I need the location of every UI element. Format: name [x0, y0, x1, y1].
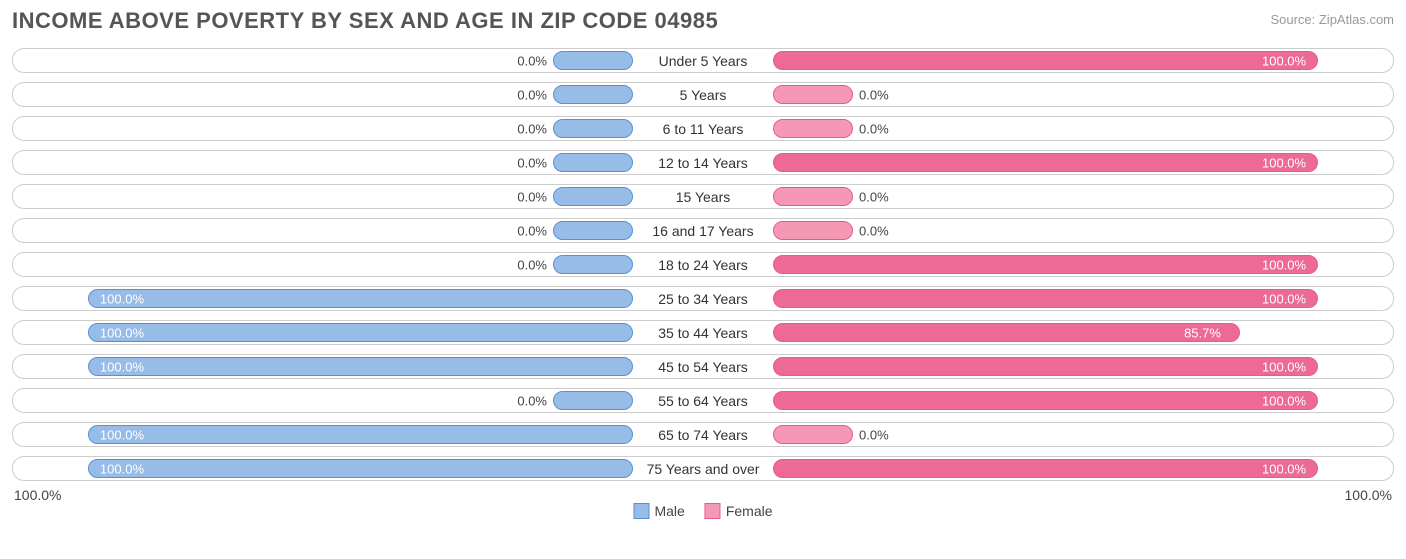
- row-label: 16 and 17 Years: [652, 223, 753, 239]
- female-bar: [773, 459, 1318, 478]
- female-bar: [773, 51, 1318, 70]
- female-bar: [773, 255, 1318, 274]
- chart-footer: 100.0% 100.0% Male Female: [12, 487, 1394, 511]
- chart-row: 65 to 74 Years 100.0% 0.0%: [12, 422, 1394, 447]
- male-value: 0.0%: [517, 189, 547, 204]
- row-label: 75 Years and over: [647, 461, 760, 477]
- male-value: 0.0%: [517, 155, 547, 170]
- legend-male-label: Male: [654, 503, 684, 519]
- row-label: 5 Years: [680, 87, 727, 103]
- male-value: 0.0%: [517, 223, 547, 238]
- row-label: 15 Years: [676, 189, 731, 205]
- chart-row: 16 and 17 Years 0.0% 0.0%: [12, 218, 1394, 243]
- male-value: 100.0%: [100, 325, 144, 340]
- male-bar: [88, 289, 633, 308]
- male-value: 0.0%: [517, 121, 547, 136]
- axis-left-label: 100.0%: [14, 487, 61, 503]
- chart-row: 45 to 54 Years 100.0% 100.0%: [12, 354, 1394, 379]
- row-label: 12 to 14 Years: [658, 155, 748, 171]
- chart-row: 25 to 34 Years 100.0% 100.0%: [12, 286, 1394, 311]
- female-value: 100.0%: [1262, 155, 1306, 170]
- swatch-female: [705, 503, 721, 519]
- female-bar: [773, 153, 1318, 172]
- legend-female-label: Female: [726, 503, 773, 519]
- female-bar: [773, 425, 853, 444]
- female-bar: [773, 289, 1318, 308]
- female-bar: [773, 391, 1318, 410]
- male-value: 100.0%: [100, 461, 144, 476]
- female-bar: [773, 187, 853, 206]
- chart-rows: Under 5 Years0.0%100.0%5 Years0.0%0.0%6 …: [12, 48, 1394, 481]
- female-value: 0.0%: [859, 427, 889, 442]
- female-value: 85.7%: [1184, 325, 1221, 340]
- female-value: 100.0%: [1262, 53, 1306, 68]
- male-bar: [553, 391, 633, 410]
- male-bar: [88, 459, 633, 478]
- chart-row: 12 to 14 Years 0.0% 100.0%: [12, 150, 1394, 175]
- chart-row: 15 Years 0.0% 0.0%: [12, 184, 1394, 209]
- row-label: 35 to 44 Years: [658, 325, 748, 341]
- chart-row: 6 to 11 Years 0.0% 0.0%: [12, 116, 1394, 141]
- female-value: 0.0%: [859, 87, 889, 102]
- male-bar: [553, 85, 633, 104]
- male-bar: [553, 187, 633, 206]
- chart-row: 18 to 24 Years 0.0% 100.0%: [12, 252, 1394, 277]
- chart-title: INCOME ABOVE POVERTY BY SEX AND AGE IN Z…: [12, 8, 718, 34]
- female-value: 0.0%: [859, 121, 889, 136]
- female-bar: [773, 323, 1240, 342]
- row-label: 55 to 64 Years: [658, 393, 748, 409]
- female-value: 0.0%: [859, 223, 889, 238]
- legend-male: Male: [633, 503, 684, 519]
- chart-source: Source: ZipAtlas.com: [1270, 12, 1394, 27]
- female-value: 100.0%: [1262, 461, 1306, 476]
- chart-row: 55 to 64 Years 0.0% 100.0%: [12, 388, 1394, 413]
- female-value: 0.0%: [859, 189, 889, 204]
- chart-row: 5 Years 0.0% 0.0%: [12, 82, 1394, 107]
- female-bar: [773, 85, 853, 104]
- male-value: 100.0%: [100, 359, 144, 374]
- female-value: 100.0%: [1262, 359, 1306, 374]
- chart-container: INCOME ABOVE POVERTY BY SEX AND AGE IN Z…: [0, 0, 1406, 511]
- row-label: 18 to 24 Years: [658, 257, 748, 273]
- male-bar: [553, 51, 633, 70]
- female-value: 100.0%: [1262, 291, 1306, 306]
- male-bar: [88, 357, 633, 376]
- chart-row: Under 5 Years 0.0% 100.0%: [12, 48, 1394, 73]
- male-value: 0.0%: [517, 393, 547, 408]
- header: INCOME ABOVE POVERTY BY SEX AND AGE IN Z…: [12, 8, 1394, 34]
- male-bar: [553, 153, 633, 172]
- female-value: 100.0%: [1262, 257, 1306, 272]
- legend: Male Female: [633, 503, 772, 519]
- row-label: 65 to 74 Years: [658, 427, 748, 443]
- male-value: 0.0%: [517, 87, 547, 102]
- male-bar: [553, 255, 633, 274]
- chart-row: 35 to 44 Years 100.0% 85.7%: [12, 320, 1394, 345]
- swatch-male: [633, 503, 649, 519]
- male-value: 0.0%: [517, 257, 547, 272]
- male-bar: [88, 425, 633, 444]
- male-value: 0.0%: [517, 53, 547, 68]
- male-bar: [88, 323, 633, 342]
- axis-right-label: 100.0%: [1345, 487, 1392, 503]
- female-value: 100.0%: [1262, 393, 1306, 408]
- row-label: Under 5 Years: [659, 53, 748, 69]
- row-label: 45 to 54 Years: [658, 359, 748, 375]
- female-bar: [773, 221, 853, 240]
- row-label: 6 to 11 Years: [663, 121, 744, 137]
- chart-row: 75 Years and over 100.0% 100.0%: [12, 456, 1394, 481]
- female-bar: [773, 119, 853, 138]
- row-label: 25 to 34 Years: [658, 291, 748, 307]
- male-bar: [553, 221, 633, 240]
- axis-row: 100.0% 100.0%: [12, 487, 1394, 503]
- male-value: 100.0%: [100, 427, 144, 442]
- male-value: 100.0%: [100, 291, 144, 306]
- legend-female: Female: [705, 503, 773, 519]
- female-bar: [773, 357, 1318, 376]
- male-bar: [553, 119, 633, 138]
